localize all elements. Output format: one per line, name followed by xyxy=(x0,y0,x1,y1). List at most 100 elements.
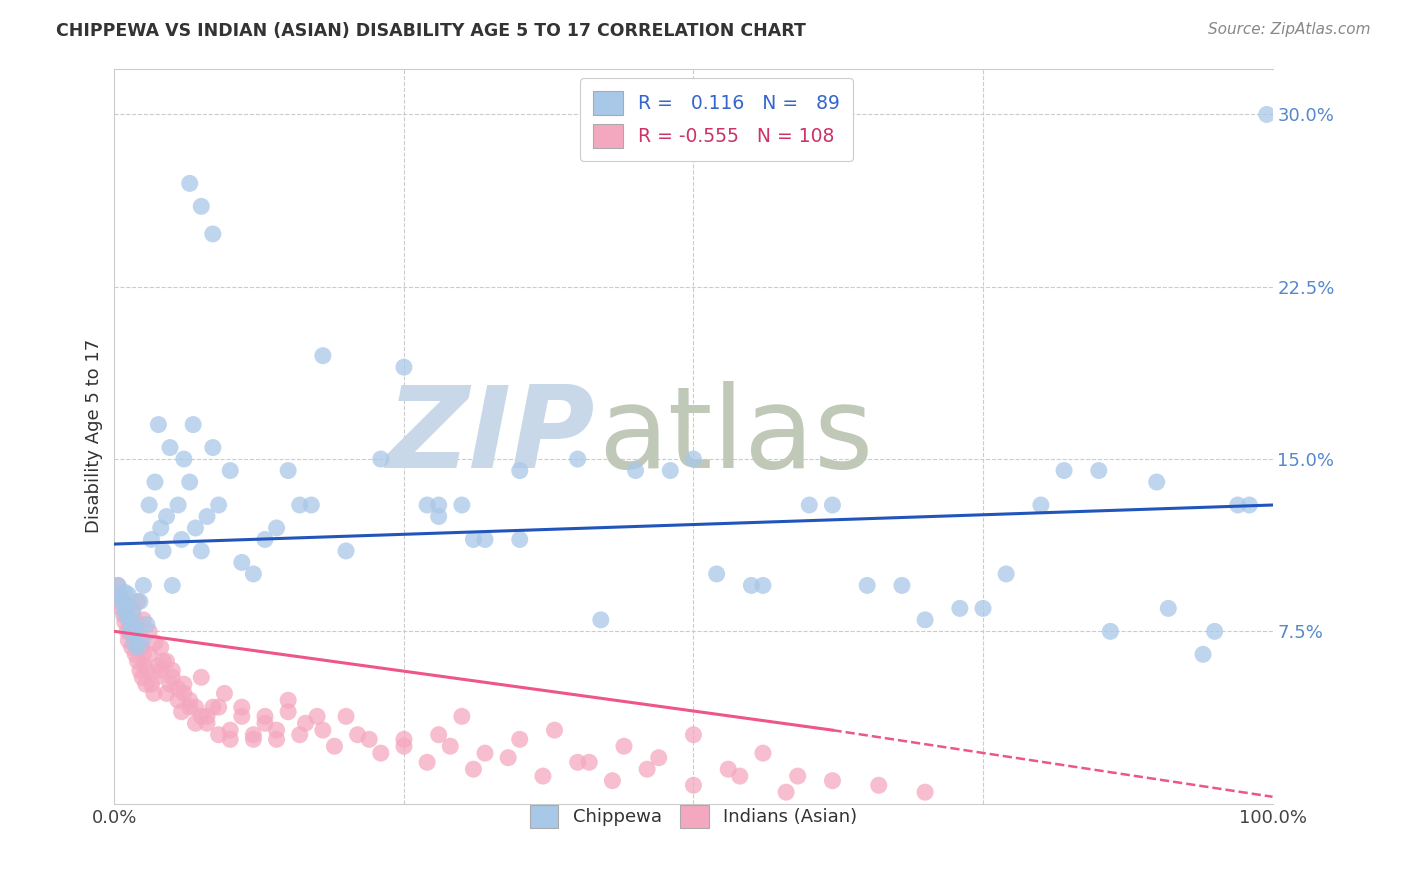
Point xyxy=(143,636,166,650)
Point xyxy=(114,585,136,599)
Point xyxy=(567,452,589,467)
Point xyxy=(107,578,129,592)
Point xyxy=(370,746,392,760)
Point xyxy=(129,640,152,655)
Point xyxy=(474,746,496,760)
Point xyxy=(201,700,224,714)
Text: Source: ZipAtlas.com: Source: ZipAtlas.com xyxy=(1208,22,1371,37)
Point xyxy=(149,664,172,678)
Point xyxy=(208,700,231,714)
Text: ZIP: ZIP xyxy=(387,381,595,491)
Point xyxy=(179,700,201,714)
Point xyxy=(149,521,172,535)
Point xyxy=(162,664,184,678)
Point xyxy=(323,739,346,754)
Point xyxy=(148,658,170,673)
Point xyxy=(821,498,844,512)
Point xyxy=(307,709,329,723)
Point xyxy=(141,533,163,547)
Point xyxy=(111,594,134,608)
Point xyxy=(173,677,195,691)
Point xyxy=(392,739,415,754)
Point xyxy=(110,601,132,615)
Point xyxy=(949,601,972,615)
Point xyxy=(208,498,231,512)
Point xyxy=(128,664,150,678)
Point xyxy=(135,617,157,632)
Point xyxy=(201,441,224,455)
Point xyxy=(118,613,141,627)
Point xyxy=(589,613,612,627)
Point xyxy=(138,498,160,512)
Point xyxy=(392,360,415,375)
Point xyxy=(127,640,149,655)
Point xyxy=(115,624,138,639)
Point xyxy=(972,601,994,615)
Point xyxy=(155,509,177,524)
Point xyxy=(173,452,195,467)
Point xyxy=(1157,601,1180,615)
Point xyxy=(127,654,149,668)
Point xyxy=(132,648,155,662)
Point xyxy=(132,578,155,592)
Point xyxy=(138,648,160,662)
Point xyxy=(427,728,450,742)
Point xyxy=(740,578,762,592)
Point xyxy=(868,778,890,792)
Point xyxy=(682,778,704,792)
Point xyxy=(266,521,288,535)
Point xyxy=(159,441,181,455)
Point xyxy=(135,664,157,678)
Point xyxy=(122,601,145,615)
Point xyxy=(125,615,148,629)
Point xyxy=(752,578,775,592)
Point xyxy=(167,693,190,707)
Point xyxy=(128,636,150,650)
Text: CHIPPEWA VS INDIAN (ASIAN) DISABILITY AGE 5 TO 17 CORRELATION CHART: CHIPPEWA VS INDIAN (ASIAN) DISABILITY AG… xyxy=(56,22,806,40)
Point xyxy=(509,533,531,547)
Point xyxy=(162,578,184,592)
Point xyxy=(231,556,253,570)
Point xyxy=(752,746,775,760)
Point xyxy=(509,464,531,478)
Point xyxy=(125,622,148,636)
Point xyxy=(277,464,299,478)
Point xyxy=(170,533,193,547)
Point xyxy=(509,732,531,747)
Point xyxy=(184,716,207,731)
Point xyxy=(208,728,231,742)
Point xyxy=(1192,648,1215,662)
Point xyxy=(995,566,1018,581)
Point xyxy=(167,498,190,512)
Point xyxy=(134,658,156,673)
Point xyxy=(149,640,172,655)
Point xyxy=(115,608,138,623)
Point xyxy=(201,227,224,241)
Point xyxy=(253,709,276,723)
Point xyxy=(112,601,135,615)
Point xyxy=(120,624,142,639)
Point xyxy=(659,464,682,478)
Point xyxy=(148,417,170,432)
Point xyxy=(682,728,704,742)
Point xyxy=(856,578,879,592)
Point xyxy=(294,716,316,731)
Point xyxy=(142,686,165,700)
Point xyxy=(132,613,155,627)
Text: atlas: atlas xyxy=(599,381,873,491)
Point xyxy=(122,606,145,620)
Point xyxy=(531,769,554,783)
Point xyxy=(219,464,242,478)
Point xyxy=(190,544,212,558)
Point xyxy=(799,498,821,512)
Point xyxy=(159,677,181,691)
Point xyxy=(219,723,242,738)
Point xyxy=(474,533,496,547)
Point xyxy=(181,417,204,432)
Point xyxy=(1256,107,1278,121)
Point xyxy=(682,452,704,467)
Point xyxy=(463,762,485,776)
Point xyxy=(359,732,381,747)
Point xyxy=(122,632,145,646)
Point xyxy=(312,723,335,738)
